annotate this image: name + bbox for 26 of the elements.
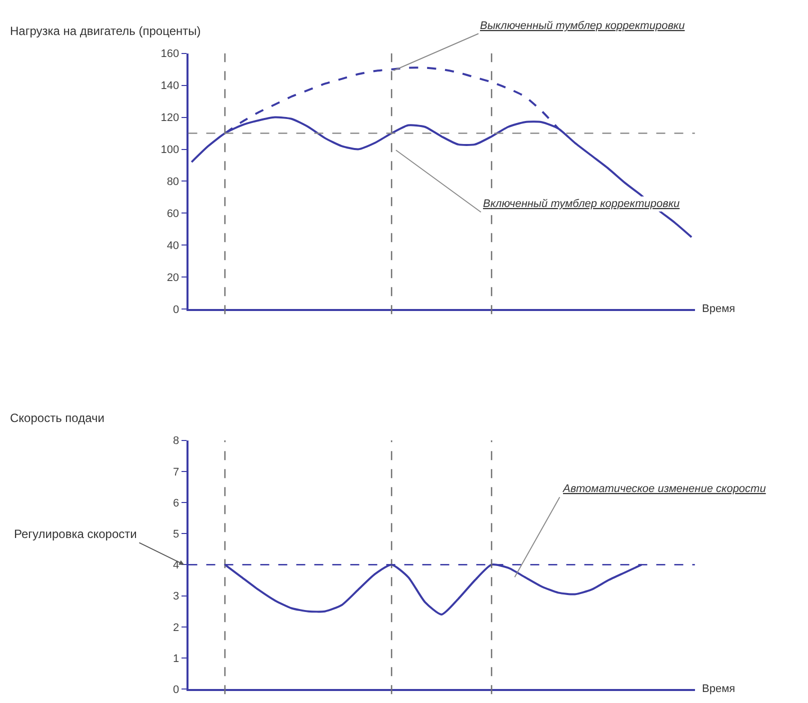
y-tick-label: 8 bbox=[172, 435, 180, 448]
y-tick-label: 1 bbox=[172, 652, 180, 665]
y-tick-label: 120 bbox=[160, 112, 180, 124]
y-tick-label: 4 bbox=[172, 560, 180, 572]
text: Выключенный тумблер корректировки bbox=[480, 20, 685, 32]
y-axis-title: Скорость подачи bbox=[10, 411, 104, 425]
y-tick-label: 7 bbox=[172, 466, 180, 478]
y-tick-label: 3 bbox=[172, 590, 180, 603]
y-tick-label: 40 bbox=[166, 240, 180, 252]
annotation: Автоматическое изменение скорости bbox=[562, 483, 766, 495]
y-tick-label: 60 bbox=[166, 208, 180, 220]
x-axis-title: Время bbox=[702, 303, 736, 315]
annotation: Включенный тумблер корректировки bbox=[483, 198, 680, 210]
y-axis-title: Нагрузка на двигатель (проценты) bbox=[10, 24, 201, 38]
y-tick-label: 160 bbox=[160, 48, 180, 60]
y-tick-label: 2 bbox=[172, 622, 180, 634]
y-tick-label: 20 bbox=[166, 272, 180, 284]
y-tick-label: 0 bbox=[172, 304, 180, 316]
y-tick-label: 6 bbox=[172, 497, 180, 510]
y-tick-label: 100 bbox=[160, 144, 180, 156]
y-tick-label: 5 bbox=[172, 528, 180, 540]
y-tick-label: 80 bbox=[166, 176, 180, 188]
y-tick-label: 0 bbox=[172, 684, 180, 696]
x-axis-title: Время bbox=[702, 683, 736, 695]
y-tick-label: 140 bbox=[160, 80, 180, 92]
text: Регулировка скорости bbox=[14, 527, 137, 541]
